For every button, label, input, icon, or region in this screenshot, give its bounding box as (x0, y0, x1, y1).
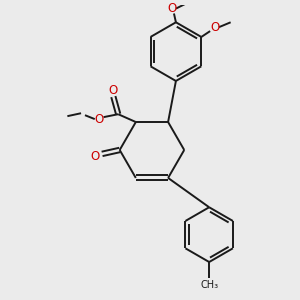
Text: O: O (167, 2, 177, 15)
Text: O: O (94, 112, 103, 126)
Text: CH₃: CH₃ (200, 280, 218, 290)
Text: O: O (91, 150, 100, 163)
Text: O: O (210, 21, 220, 34)
Text: O: O (109, 84, 118, 97)
